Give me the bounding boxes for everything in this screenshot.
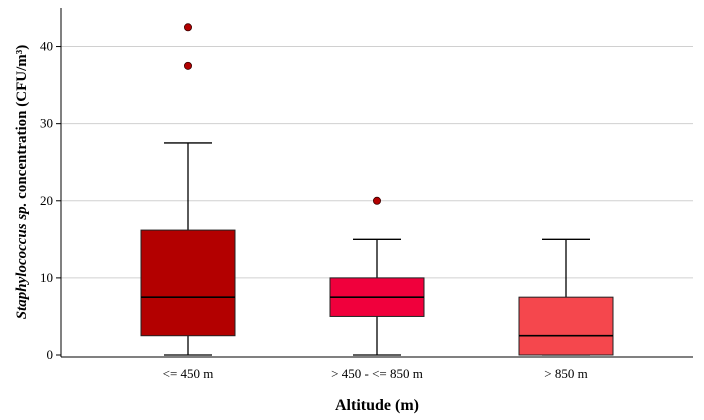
x-tick-label-3: > 850 m xyxy=(544,366,587,381)
box-group-2 xyxy=(329,196,425,356)
y-axis-title: Staphylococcus sp. concentration (CFU/m³… xyxy=(14,45,30,319)
box-group-3 xyxy=(518,238,614,356)
y-ticks: 0 10 20 30 40 xyxy=(40,39,61,362)
x-axis-title: Altitude (m) xyxy=(335,397,419,414)
x-tick-label-1: <= 450 m xyxy=(163,366,214,381)
outlier-point-1 xyxy=(372,196,381,205)
y-axis-title-rest: concentration (CFU/m³) xyxy=(14,45,30,203)
box-group-1 xyxy=(140,23,236,356)
outlier-point-1 xyxy=(183,61,192,70)
box-iqr xyxy=(140,229,236,337)
boxes xyxy=(140,23,614,356)
y-tick-label-10: 10 xyxy=(40,270,53,285)
x-ticks: <= 450 m > 450 - <= 850 m > 850 m xyxy=(163,366,588,381)
y-axis-title-italic: Staphylococcus sp. xyxy=(14,203,30,320)
box-iqr xyxy=(518,296,614,356)
y-tick-label-40: 40 xyxy=(40,39,53,54)
x-tick-label-2: > 450 - <= 850 m xyxy=(331,366,423,381)
y-tick-label-20: 20 xyxy=(40,193,53,208)
y-tick-label-0: 0 xyxy=(47,347,54,362)
outlier-point-2 xyxy=(183,23,192,32)
y-tick-label-30: 30 xyxy=(40,116,53,131)
axes xyxy=(60,8,693,358)
